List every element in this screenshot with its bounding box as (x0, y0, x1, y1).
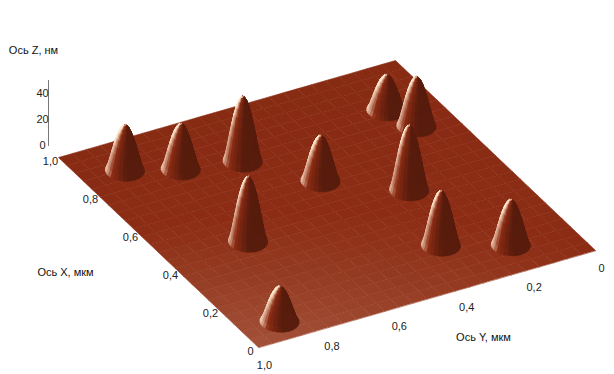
svg-text:0,8: 0,8 (83, 193, 98, 205)
svg-text:0,4: 0,4 (163, 269, 178, 281)
svg-text:Ось X, мкм: Ось X, мкм (37, 266, 93, 278)
svg-text:0,8: 0,8 (324, 340, 339, 352)
svg-text:0,6: 0,6 (123, 231, 138, 243)
svg-text:0: 0 (598, 262, 604, 274)
svg-text:1,0: 1,0 (257, 359, 272, 371)
svg-text:0,2: 0,2 (526, 281, 541, 293)
svg-text:0,4: 0,4 (459, 301, 474, 313)
svg-text:Ось Z, нм: Ось Z, нм (9, 44, 58, 56)
svg-text:0,6: 0,6 (392, 320, 407, 332)
svg-text:20: 20 (36, 113, 48, 125)
svg-text:0,2: 0,2 (203, 307, 218, 319)
svg-text:Ось Y, мкм: Ось Y, мкм (456, 331, 511, 343)
svg-text:1,0: 1,0 (43, 155, 58, 167)
svg-text:0: 0 (39, 139, 45, 151)
svg-text:0: 0 (247, 345, 253, 357)
svg-text:40: 40 (36, 87, 48, 99)
